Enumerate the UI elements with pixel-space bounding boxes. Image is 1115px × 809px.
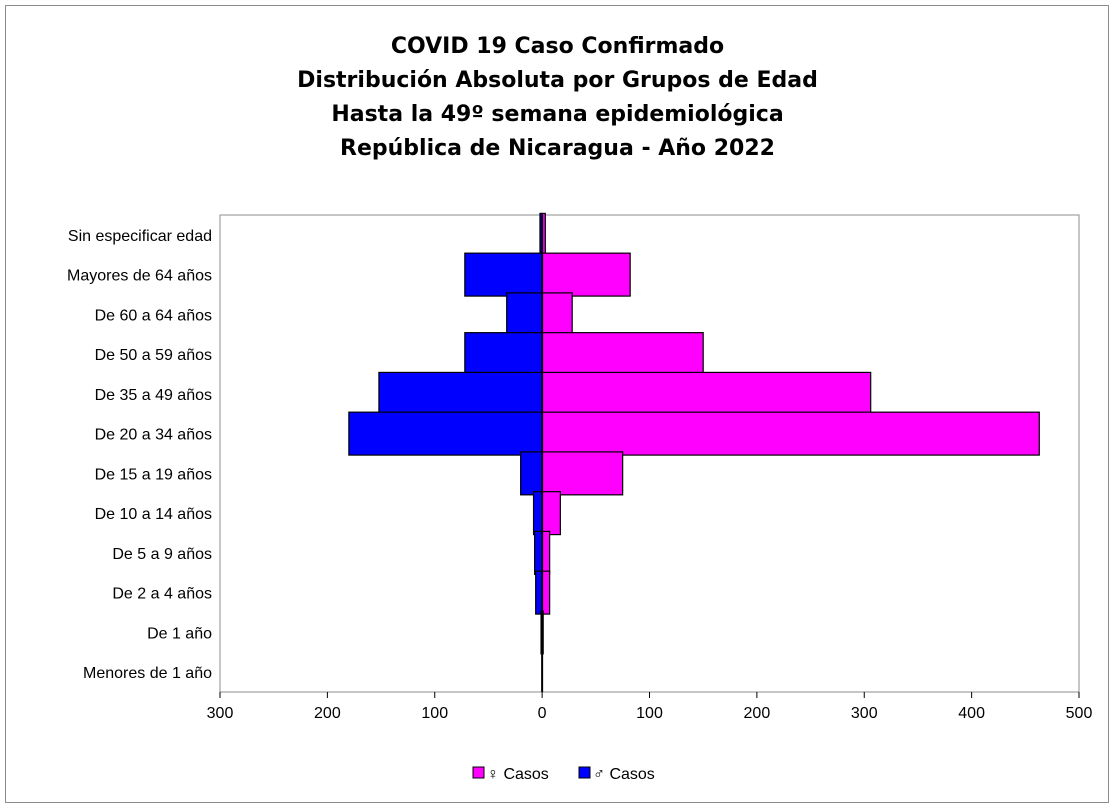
x-tick-label: 200: [314, 705, 341, 722]
bar-female-4: [541, 371, 872, 416]
category-label: De 35 a 49 años: [95, 387, 212, 404]
bar-male-2: [506, 292, 543, 337]
chart-subtitle-3: República de Nicaragua - Año 2022: [340, 136, 775, 161]
bar-male-1: [464, 252, 543, 297]
bar-female-1: [541, 252, 631, 297]
bar-male-7: [532, 491, 543, 536]
x-tick-label: 300: [851, 705, 878, 722]
x-tick-label: 500: [1066, 705, 1093, 722]
bar-female-3: [541, 332, 704, 377]
bar-male-5: [348, 411, 543, 456]
legend-label-female: ♀ Casos: [487, 766, 549, 783]
bar-female-2: [541, 292, 573, 337]
x-tick-label: 400: [958, 705, 985, 722]
bar-female-7: [541, 491, 561, 536]
category-label: Menores de 1 año: [83, 665, 212, 682]
bar-male-8: [534, 530, 543, 575]
category-label: Sin especificar edad: [68, 228, 212, 245]
chart-subtitle-1: Distribución Absoluta por Grupos de Edad: [297, 68, 818, 93]
category-label: De 50 a 59 años: [95, 347, 212, 364]
category-label: De 1 año: [147, 625, 212, 642]
x-tick-label: 100: [421, 705, 448, 722]
category-label: De 20 a 34 años: [95, 427, 212, 444]
bar-male-4: [378, 371, 543, 416]
chart-title-block: COVID 19 Caso Confirmado Distribución Ab…: [0, 30, 1115, 166]
category-label: De 5 a 9 años: [112, 546, 212, 563]
legend-swatch-male: [578, 766, 591, 779]
bar-female-8: [541, 530, 551, 575]
chart-title: COVID 19 Caso Confirmado: [390, 34, 725, 59]
bar-female-9: [541, 570, 551, 615]
chart-subtitle-2: Hasta la 49º semana epidemiológica: [331, 102, 784, 127]
x-tick-label: 200: [744, 705, 771, 722]
legend-label-male: ♂ Casos: [593, 766, 655, 783]
category-label: De 60 a 64 años: [95, 307, 212, 324]
bar-male-6: [520, 451, 543, 496]
bar-female-6: [541, 451, 624, 496]
category-label: De 15 a 19 años: [95, 466, 212, 483]
x-tick-label: 300: [207, 705, 234, 722]
category-label: Mayores de 64 años: [67, 268, 212, 285]
x-tick-label: 0: [538, 705, 547, 722]
bar-female-5: [541, 411, 1040, 456]
category-label: De 2 a 4 años: [112, 586, 212, 603]
bar-male-3: [464, 332, 543, 377]
x-tick-label: 100: [636, 705, 663, 722]
legend-swatch-female: [472, 766, 485, 779]
category-label: De 10 a 14 años: [95, 506, 212, 523]
